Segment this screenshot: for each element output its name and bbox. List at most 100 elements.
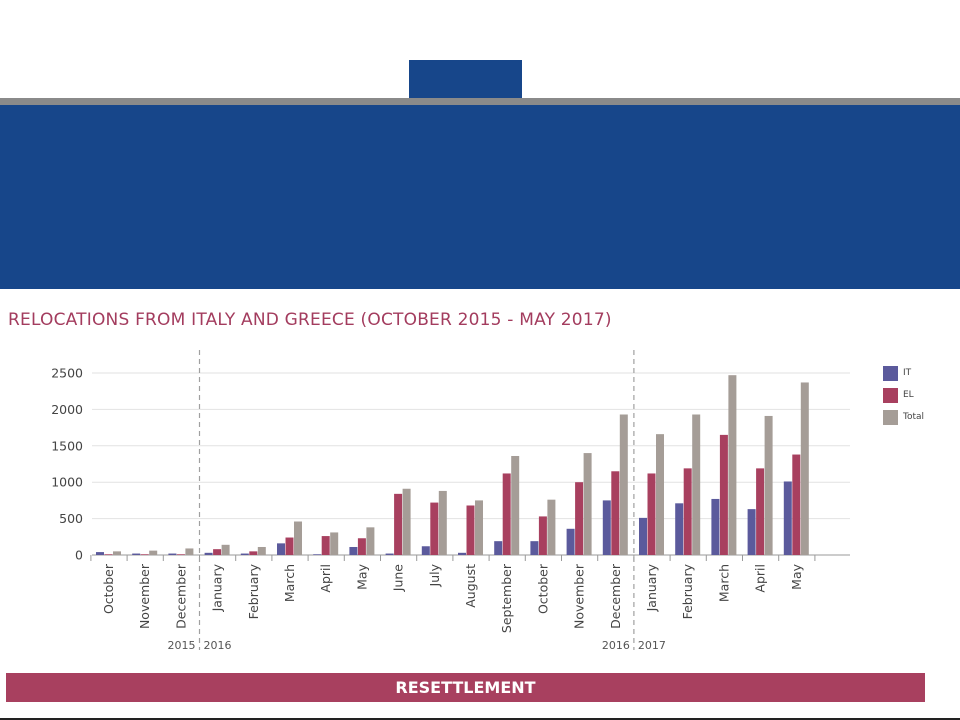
bar-it [530, 541, 539, 555]
bar-total [475, 500, 483, 555]
bar-el [394, 493, 403, 555]
legend-label-it: IT [903, 368, 912, 378]
y-tick-label: 2000 [51, 402, 83, 417]
header-tab-block [409, 60, 522, 99]
bar-el [575, 482, 584, 555]
x-tick-label: October [535, 563, 550, 614]
bar-it [458, 552, 466, 555]
bar-el [176, 554, 185, 555]
bar-it [494, 541, 503, 555]
bar-el [140, 554, 149, 555]
header-divider [0, 98, 960, 105]
bar-el [213, 549, 222, 555]
bar-total [692, 414, 701, 555]
bar-el [430, 502, 439, 555]
x-tick-label: September [499, 563, 514, 633]
x-tick-label: May [354, 563, 369, 589]
bar-total [438, 490, 447, 555]
x-tick-label: May [789, 563, 804, 589]
bar-el [683, 468, 692, 555]
bar-total [583, 453, 592, 555]
header-banner [0, 105, 960, 289]
bar-total [402, 488, 411, 555]
bar-it [132, 553, 141, 555]
y-tick-label: 1500 [51, 438, 83, 453]
year-label: 2016 [204, 639, 232, 652]
bar-it [711, 498, 720, 555]
y-tick-label: 500 [59, 511, 83, 526]
bar-it [349, 546, 358, 555]
x-tick-label: March [716, 564, 731, 602]
year-label: 2016 [602, 639, 630, 652]
relocations-chart: 0 500 1000 1500 2000 2500 October November Decem… [51, 350, 850, 652]
bar-el [285, 537, 294, 555]
x-tick-label: August [463, 564, 478, 608]
bar-it [421, 546, 430, 555]
resettlement-banner: RESETTLEMENT [6, 673, 925, 702]
bar-it [277, 543, 285, 555]
x-tick-label: March [282, 564, 297, 602]
x-tick-label: July [427, 563, 442, 587]
x-tick-label: November [137, 563, 152, 629]
bar-el [647, 473, 656, 555]
x-tick-label: April [753, 564, 768, 593]
bar-it [747, 509, 756, 555]
bar-el [321, 536, 330, 555]
bottom-border [0, 718, 960, 720]
legend-swatch-total [883, 410, 898, 425]
bar-el [502, 473, 511, 555]
bar-total [656, 434, 664, 555]
bar-el [104, 554, 113, 555]
bar-total [221, 544, 230, 555]
x-tick-label: December [608, 563, 623, 629]
x-tick-label: January [210, 563, 225, 612]
x-tick-label: December [173, 563, 188, 629]
bar-total [149, 550, 158, 555]
bar-el [249, 551, 258, 555]
legend-swatch-it [883, 366, 898, 381]
x-tick-label: February [246, 563, 261, 619]
bar-it [385, 553, 394, 555]
x-tick-label: January [644, 563, 659, 612]
bar-total [330, 532, 339, 555]
bar-el [792, 454, 801, 555]
x-tick-label: June [391, 564, 406, 593]
x-tick-label: April [318, 564, 333, 593]
bar-it [602, 500, 611, 555]
bar-el [357, 538, 366, 555]
bar-el [611, 471, 620, 555]
y-tick-label: 1000 [51, 475, 83, 490]
bar-it [168, 553, 177, 555]
legend-swatch-el [883, 388, 898, 403]
bar-it [204, 552, 213, 555]
x-tick-label: November [572, 563, 587, 629]
bar-el [466, 505, 475, 555]
chart-title: RELOCATIONS FROM ITALY AND GREECE (OCTOB… [8, 310, 612, 330]
bar-total [547, 499, 556, 555]
year-label: 2017 [638, 639, 666, 652]
bar-it [240, 553, 249, 555]
bar-it [675, 503, 684, 555]
bar-it [313, 554, 322, 555]
x-tick-label: October [101, 563, 116, 614]
bar-el [719, 434, 728, 555]
bar-total [511, 455, 520, 555]
legend-label-el: EL [903, 390, 914, 400]
bar-it [783, 481, 792, 555]
bar-total [728, 375, 737, 555]
y-tick-label: 0 [75, 548, 83, 563]
y-tick-label: 2500 [51, 366, 83, 381]
bar-total [764, 415, 773, 555]
bar-el [538, 516, 547, 555]
bar-it [96, 552, 104, 555]
legend-label-total: Total [903, 412, 925, 422]
x-tick-label: February [680, 563, 695, 619]
bar-it [566, 528, 575, 555]
bar-total [800, 382, 809, 555]
bar-total [619, 414, 628, 555]
bar-total [294, 521, 302, 555]
bar-el [756, 468, 765, 555]
bar-it [639, 517, 647, 555]
bar-total [257, 546, 266, 555]
bar-total [185, 548, 194, 555]
